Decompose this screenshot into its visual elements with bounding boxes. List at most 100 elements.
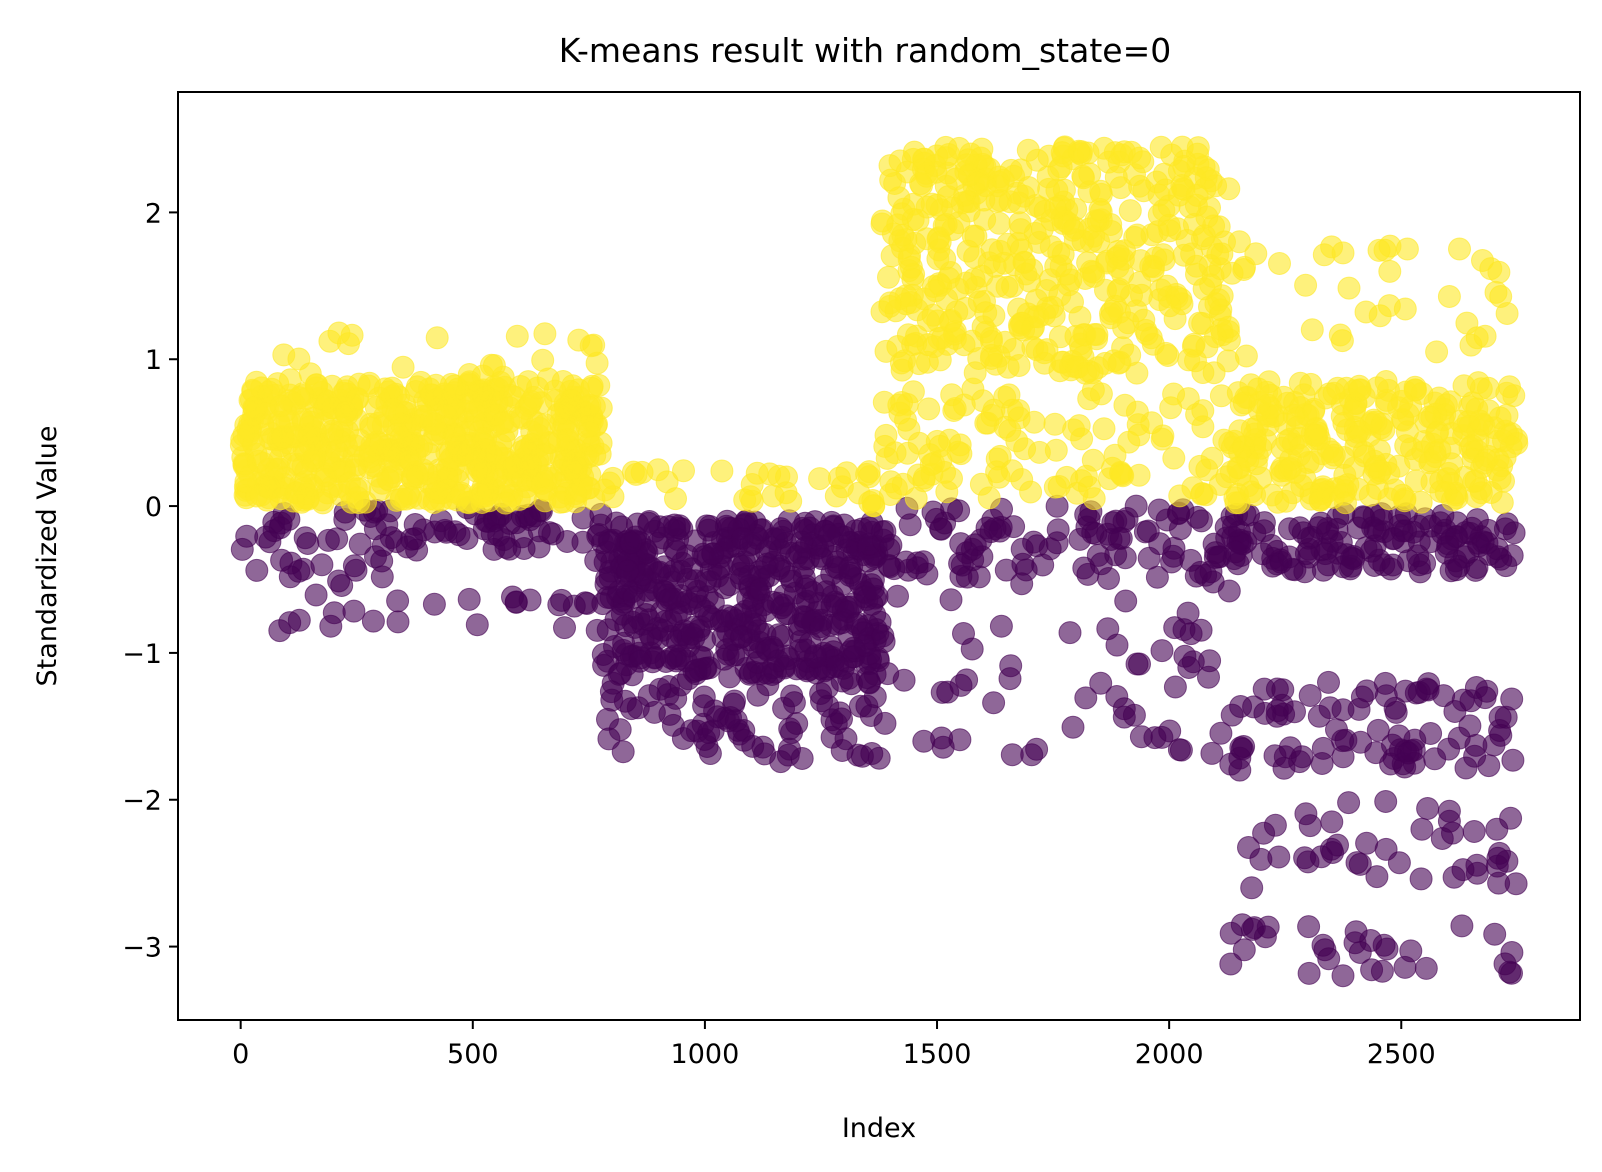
data-point-cluster-1 <box>1061 218 1085 242</box>
data-point-cluster-1 <box>1042 304 1066 328</box>
data-point-cluster-0 <box>1201 570 1225 594</box>
data-point-cluster-0 <box>1232 938 1256 962</box>
data-point-cluster-0 <box>1387 851 1411 875</box>
data-point-cluster-1 <box>1089 179 1113 203</box>
data-point-cluster-1 <box>1152 198 1176 222</box>
data-point-cluster-1 <box>1017 176 1040 199</box>
data-point-cluster-0 <box>741 734 765 758</box>
data-point-cluster-1 <box>980 238 1004 262</box>
data-point-cluster-1 <box>582 333 606 357</box>
data-point-cluster-0 <box>1237 836 1260 859</box>
data-point-cluster-0 <box>658 587 682 611</box>
data-point-cluster-0 <box>637 511 661 535</box>
data-point-cluster-1 <box>1378 259 1402 283</box>
data-point-cluster-1 <box>1027 440 1051 464</box>
data-point-cluster-0 <box>1374 684 1398 708</box>
data-point-cluster-0 <box>1489 723 1513 747</box>
data-point-cluster-1 <box>386 422 409 446</box>
data-point-cluster-0 <box>434 520 458 544</box>
plot-frame <box>177 91 1581 1021</box>
data-point-cluster-1 <box>1393 297 1417 321</box>
data-point-cluster-1 <box>1168 484 1192 508</box>
data-point-cluster-0 <box>1451 858 1475 882</box>
data-point-cluster-1 <box>993 330 1017 354</box>
data-point-cluster-0 <box>1230 913 1254 937</box>
data-point-cluster-1 <box>1239 373 1263 397</box>
data-point-cluster-1 <box>1487 260 1511 284</box>
data-point-cluster-0 <box>619 531 643 555</box>
data-point-cluster-1 <box>1364 454 1388 478</box>
data-point-cluster-0 <box>1348 852 1372 876</box>
data-point-cluster-0 <box>370 549 394 573</box>
data-point-cluster-1 <box>505 324 529 348</box>
scatter-points <box>229 135 1529 988</box>
data-point-cluster-1 <box>1055 262 1079 286</box>
data-point-cluster-0 <box>679 719 703 743</box>
data-point-cluster-0 <box>1219 952 1243 976</box>
data-point-cluster-1 <box>1455 311 1479 335</box>
data-point-cluster-0 <box>863 603 887 627</box>
data-point-cluster-0 <box>1189 618 1213 642</box>
data-point-cluster-1 <box>877 265 900 289</box>
data-point-cluster-0 <box>1148 532 1172 556</box>
data-point-cluster-0 <box>1450 914 1474 938</box>
data-point-cluster-0 <box>622 585 646 609</box>
data-point-cluster-1 <box>924 279 948 303</box>
data-point-cluster-1 <box>998 190 1022 214</box>
data-point-cluster-1 <box>1186 136 1210 160</box>
data-point-cluster-1 <box>980 403 1004 427</box>
data-point-cluster-0 <box>1145 565 1169 589</box>
data-point-cluster-0 <box>304 583 328 607</box>
data-point-cluster-1 <box>346 486 370 510</box>
data-point-cluster-1 <box>414 405 438 428</box>
data-point-cluster-0 <box>1168 517 1192 541</box>
data-point-cluster-1 <box>1474 448 1498 472</box>
data-point-cluster-1 <box>1177 348 1201 372</box>
x-tick-label: 2500 <box>1367 1039 1436 1070</box>
data-point-cluster-0 <box>1331 745 1355 769</box>
y-tick-label: 2 <box>145 198 162 229</box>
data-point-cluster-0 <box>1112 705 1136 729</box>
data-point-cluster-1 <box>1195 458 1219 482</box>
data-point-cluster-0 <box>270 548 294 572</box>
data-point-cluster-0 <box>1150 639 1174 663</box>
data-point-cluster-0 <box>766 649 790 673</box>
data-point-cluster-0 <box>1158 719 1182 743</box>
data-point-cluster-0 <box>1370 508 1394 532</box>
data-point-cluster-0 <box>1396 741 1420 765</box>
data-point-cluster-0 <box>1104 543 1128 567</box>
data-point-cluster-1 <box>1448 237 1471 261</box>
data-point-cluster-1 <box>1294 273 1318 297</box>
data-point-cluster-0 <box>628 649 652 673</box>
data-point-cluster-1 <box>340 323 364 347</box>
data-point-cluster-0 <box>724 709 748 733</box>
data-point-cluster-1 <box>886 213 910 237</box>
data-point-cluster-1 <box>1160 143 1184 167</box>
data-point-cluster-1 <box>464 448 488 472</box>
data-point-cluster-1 <box>314 464 337 488</box>
data-point-cluster-1 <box>857 460 881 484</box>
data-point-cluster-1 <box>672 459 695 483</box>
data-point-cluster-1 <box>970 264 994 288</box>
data-point-cluster-1 <box>944 167 968 191</box>
data-point-cluster-1 <box>942 399 966 422</box>
data-point-cluster-0 <box>616 559 640 583</box>
data-point-cluster-0 <box>1316 553 1340 577</box>
data-point-cluster-0 <box>886 584 909 608</box>
data-point-cluster-1 <box>1370 412 1394 436</box>
data-point-cluster-1 <box>1047 475 1071 498</box>
data-point-cluster-0 <box>600 688 624 712</box>
data-point-cluster-1 <box>447 435 471 459</box>
data-point-cluster-0 <box>1114 589 1138 613</box>
data-point-cluster-1 <box>296 487 320 511</box>
data-point-cluster-0 <box>770 624 794 648</box>
data-point-cluster-1 <box>340 398 364 421</box>
data-point-cluster-1 <box>904 486 928 510</box>
x-tick-label: 0 <box>232 1039 249 1070</box>
data-point-cluster-0 <box>680 622 704 646</box>
data-point-cluster-1 <box>960 329 984 353</box>
data-point-cluster-1 <box>1346 477 1370 501</box>
data-point-cluster-1 <box>909 172 933 196</box>
data-point-cluster-1 <box>896 323 920 347</box>
data-point-cluster-1 <box>1129 249 1153 273</box>
